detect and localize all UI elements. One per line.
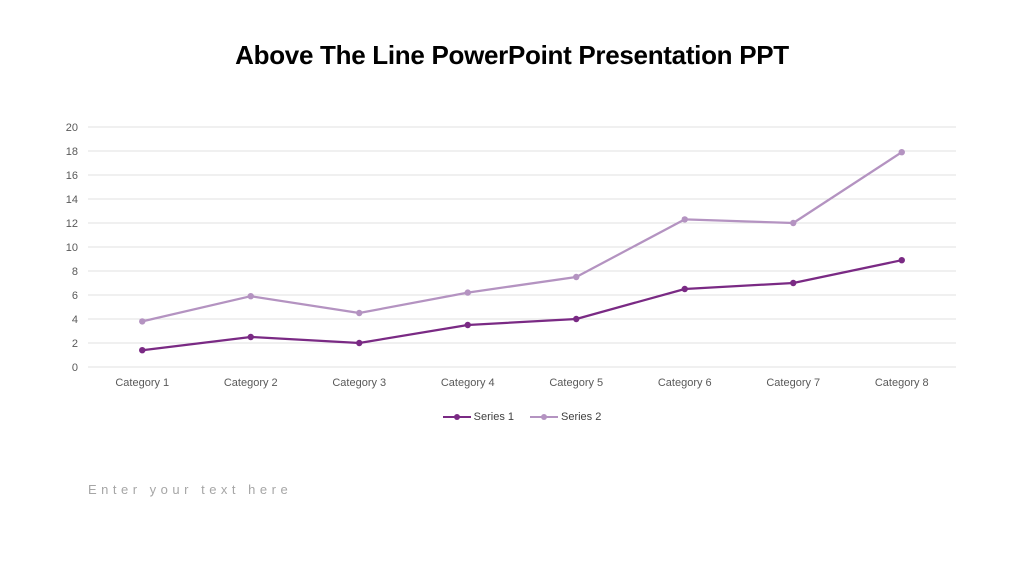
x-axis-category-label: Category 7 [766,377,820,389]
data-point-marker-series-2 [790,219,797,227]
y-axis-tick-label: 10 [66,242,78,254]
data-point-marker-series-1 [247,333,254,341]
legend-line-marker-icon [530,414,558,420]
x-axis-category-label: Category 8 [875,377,929,389]
x-axis-category-label: Category 5 [549,377,603,389]
y-axis-tick-label: 2 [72,338,78,350]
data-point-marker-series-1 [356,339,363,347]
x-axis-category-label: Category 6 [658,377,712,389]
legend-label: Series 2 [561,411,602,423]
y-axis-tick-label: 16 [66,170,78,182]
data-point-marker-series-1 [464,321,471,329]
y-axis-tick-label: 18 [66,146,78,158]
data-point-marker-series-2 [139,318,146,325]
x-axis-category-label: Category 1 [115,377,169,389]
data-point-marker-series-1 [139,347,146,354]
legend-item: Series 2 [530,411,601,423]
data-point-marker-series-2 [573,273,580,281]
data-point-marker-series-1 [681,285,688,293]
data-point-marker-series-1 [790,279,797,287]
x-axis-category-label: Category 3 [332,377,386,389]
y-axis-tick-label: 6 [72,290,78,302]
series-line-series-1 [141,259,903,352]
y-axis-tick-label: 8 [72,266,78,278]
x-axis-category-label: Category 4 [441,377,495,389]
chart-legend: Series 1 Series 2 [88,408,956,426]
data-point-marker-series-2 [247,293,254,300]
y-axis-tick-label: 4 [72,314,78,326]
y-axis-tick-label: 12 [66,218,78,230]
x-axis-category-label: Category 2 [224,377,278,389]
data-point-marker-series-2 [681,216,688,223]
y-axis-tick-label: 0 [72,362,78,374]
series-line-series-2 [141,151,903,323]
y-axis-tick-label: 14 [66,194,78,206]
data-point-marker-series-2 [356,309,363,317]
legend-line-marker-icon [442,414,471,420]
data-point-marker-series-2 [464,289,471,296]
slide-title: Above The Line PowerPoint Presentation P… [235,40,789,70]
data-point-marker-series-1 [898,257,905,264]
data-point-marker-series-1 [573,315,580,323]
text-placeholder[interactable]: Enter your text here [88,482,293,497]
y-axis-tick-label: 20 [66,122,78,134]
legend-label: Series 1 [473,411,514,423]
legend-item: Series 1 [442,411,514,423]
data-point-marker-series-2 [898,149,905,156]
